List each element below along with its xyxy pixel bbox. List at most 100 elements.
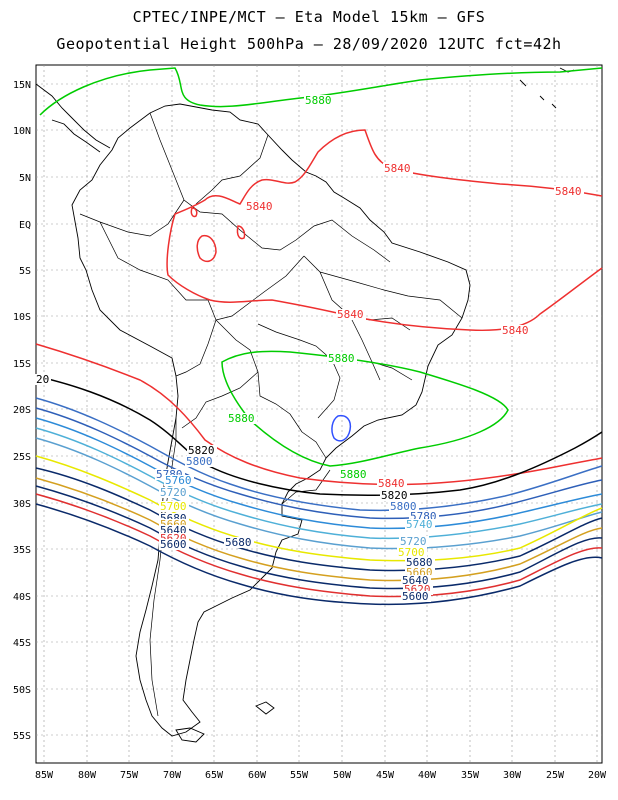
contour-line bbox=[35, 477, 603, 582]
lon-tick-label: 30W bbox=[503, 770, 522, 781]
contour-label: 5820 bbox=[381, 489, 408, 502]
contour-label: 5800 bbox=[186, 455, 213, 468]
axis-labels: 15N 10N 5N EQ 5S 10S 15S 20S 25S 30S 35S 40S 45S 50S 5… bbox=[13, 80, 607, 781]
contour-label: 5840 bbox=[502, 324, 529, 337]
contour-label-bg bbox=[399, 536, 429, 547]
plot-frame bbox=[35, 64, 603, 764]
contour-label: 5880 bbox=[340, 468, 367, 481]
lat-tick-label: 50S bbox=[13, 685, 31, 696]
lon-tick-label: 55W bbox=[290, 770, 309, 781]
contour-line bbox=[39, 67, 603, 116]
contour-line bbox=[331, 414, 352, 442]
lon-tick-label: 85W bbox=[35, 770, 54, 781]
caribbean-islands bbox=[519, 67, 575, 109]
contour-line bbox=[221, 350, 509, 467]
contour-label: 5720 bbox=[400, 535, 427, 548]
contour-label-bg bbox=[397, 547, 427, 558]
contour-label-bg bbox=[405, 519, 435, 530]
contour-label-bg bbox=[554, 186, 584, 197]
contour-label: 5840 bbox=[378, 477, 405, 490]
lat-tick-label: 35S bbox=[13, 545, 31, 556]
lon-tick-label: 75W bbox=[120, 770, 139, 781]
contour-label-bg bbox=[339, 469, 369, 480]
contour-line bbox=[35, 427, 603, 540]
contour-label-bg bbox=[401, 575, 431, 586]
central-america-coastline bbox=[35, 83, 111, 153]
contour-label: 5720 bbox=[160, 486, 187, 499]
contour-label: 5700 bbox=[398, 546, 425, 559]
contour-label-bg bbox=[35, 374, 51, 385]
contour-line bbox=[166, 129, 603, 332]
contour-label: 5760 bbox=[165, 474, 192, 487]
contour-line bbox=[35, 455, 603, 562]
lat-tick-label: 45S bbox=[13, 638, 31, 649]
contour-line bbox=[35, 485, 603, 590]
contour-label: 5640 bbox=[402, 574, 429, 587]
lat-tick-label: 40S bbox=[13, 592, 31, 603]
lat-tick-label: 15S bbox=[13, 359, 31, 370]
contour-label: 5740 bbox=[406, 518, 433, 531]
contour-label-bg bbox=[401, 591, 431, 602]
lon-tick-label: 35W bbox=[461, 770, 480, 781]
contour-label-bg bbox=[164, 475, 194, 486]
coastline-and-borders bbox=[35, 67, 575, 743]
lon-tick-label: 50W bbox=[333, 770, 352, 781]
contour-label-bg bbox=[159, 487, 189, 498]
contour-labels: 5880 5880 5880 5880 5840 5840 5840 5840 5840 5840… bbox=[35, 94, 584, 603]
contour-label-bg bbox=[159, 501, 189, 512]
contour-label: 5800 bbox=[390, 500, 417, 513]
lon-tick-label: 80W bbox=[78, 770, 97, 781]
lat-tick-label: 20S bbox=[13, 405, 31, 416]
lat-tick-label: 55S bbox=[13, 731, 31, 742]
contour-label-bg bbox=[185, 456, 215, 467]
lon-tick-label: 70W bbox=[163, 770, 182, 781]
contour-line bbox=[190, 207, 198, 218]
lon-tick-label: 60W bbox=[248, 770, 267, 781]
lat-tick-label: 5N bbox=[19, 173, 31, 184]
lat-tick-label: 30S bbox=[13, 499, 31, 510]
tierra-del-fuego bbox=[175, 727, 205, 743]
lat-lon-grid bbox=[36, 65, 602, 763]
lat-tick-label: EQ bbox=[19, 220, 31, 231]
contour-label: 5700 bbox=[160, 500, 187, 513]
contour-label: 5820 bbox=[188, 444, 215, 457]
contour-label: 5680 bbox=[225, 536, 252, 549]
contour-label: 5840 bbox=[337, 308, 364, 321]
contour-label-bg bbox=[155, 469, 185, 480]
contour-label-bg bbox=[159, 513, 189, 524]
contour-label: 5880 bbox=[328, 352, 355, 365]
contour-label-bg bbox=[159, 533, 189, 544]
contour-line bbox=[35, 397, 603, 512]
contour-label: 5600 bbox=[402, 590, 429, 603]
contour-label-bg bbox=[389, 501, 419, 512]
contour-label-bg bbox=[383, 163, 413, 174]
contour-label-bg bbox=[224, 537, 254, 548]
contour-label-bg bbox=[380, 490, 410, 501]
contour-label-bg bbox=[304, 95, 334, 106]
contour-label-bg bbox=[405, 557, 435, 568]
south-america-coastline bbox=[71, 103, 471, 737]
contour-label-bg bbox=[245, 201, 275, 212]
contour-label-bg bbox=[377, 478, 407, 489]
contour-label-bg bbox=[403, 584, 433, 595]
contour-line bbox=[35, 343, 603, 486]
contour-label-bg bbox=[336, 309, 366, 320]
contour-line bbox=[35, 493, 603, 598]
contour-label: 5840 bbox=[246, 200, 273, 213]
contour-label-bg bbox=[501, 325, 531, 336]
lat-tick-label: 5S bbox=[19, 266, 31, 277]
map-subtitle: Geopotential Height 500hPa – 28/09/2020 … bbox=[56, 35, 562, 53]
contour-line bbox=[35, 375, 603, 496]
lat-tick-label: 15N bbox=[13, 80, 31, 91]
contour-line bbox=[35, 437, 603, 550]
contour-line bbox=[35, 417, 603, 530]
contour-label: 5600 bbox=[160, 538, 187, 551]
contour-label-bg bbox=[227, 413, 257, 424]
lat-tick-label: 10S bbox=[13, 312, 31, 323]
contour-lines bbox=[35, 67, 603, 606]
contour-label: 5880 bbox=[228, 412, 255, 425]
contour-label: 5680 bbox=[406, 556, 433, 569]
contour-label: 5840 bbox=[555, 185, 582, 198]
lat-tick-label: 10N bbox=[13, 126, 31, 137]
